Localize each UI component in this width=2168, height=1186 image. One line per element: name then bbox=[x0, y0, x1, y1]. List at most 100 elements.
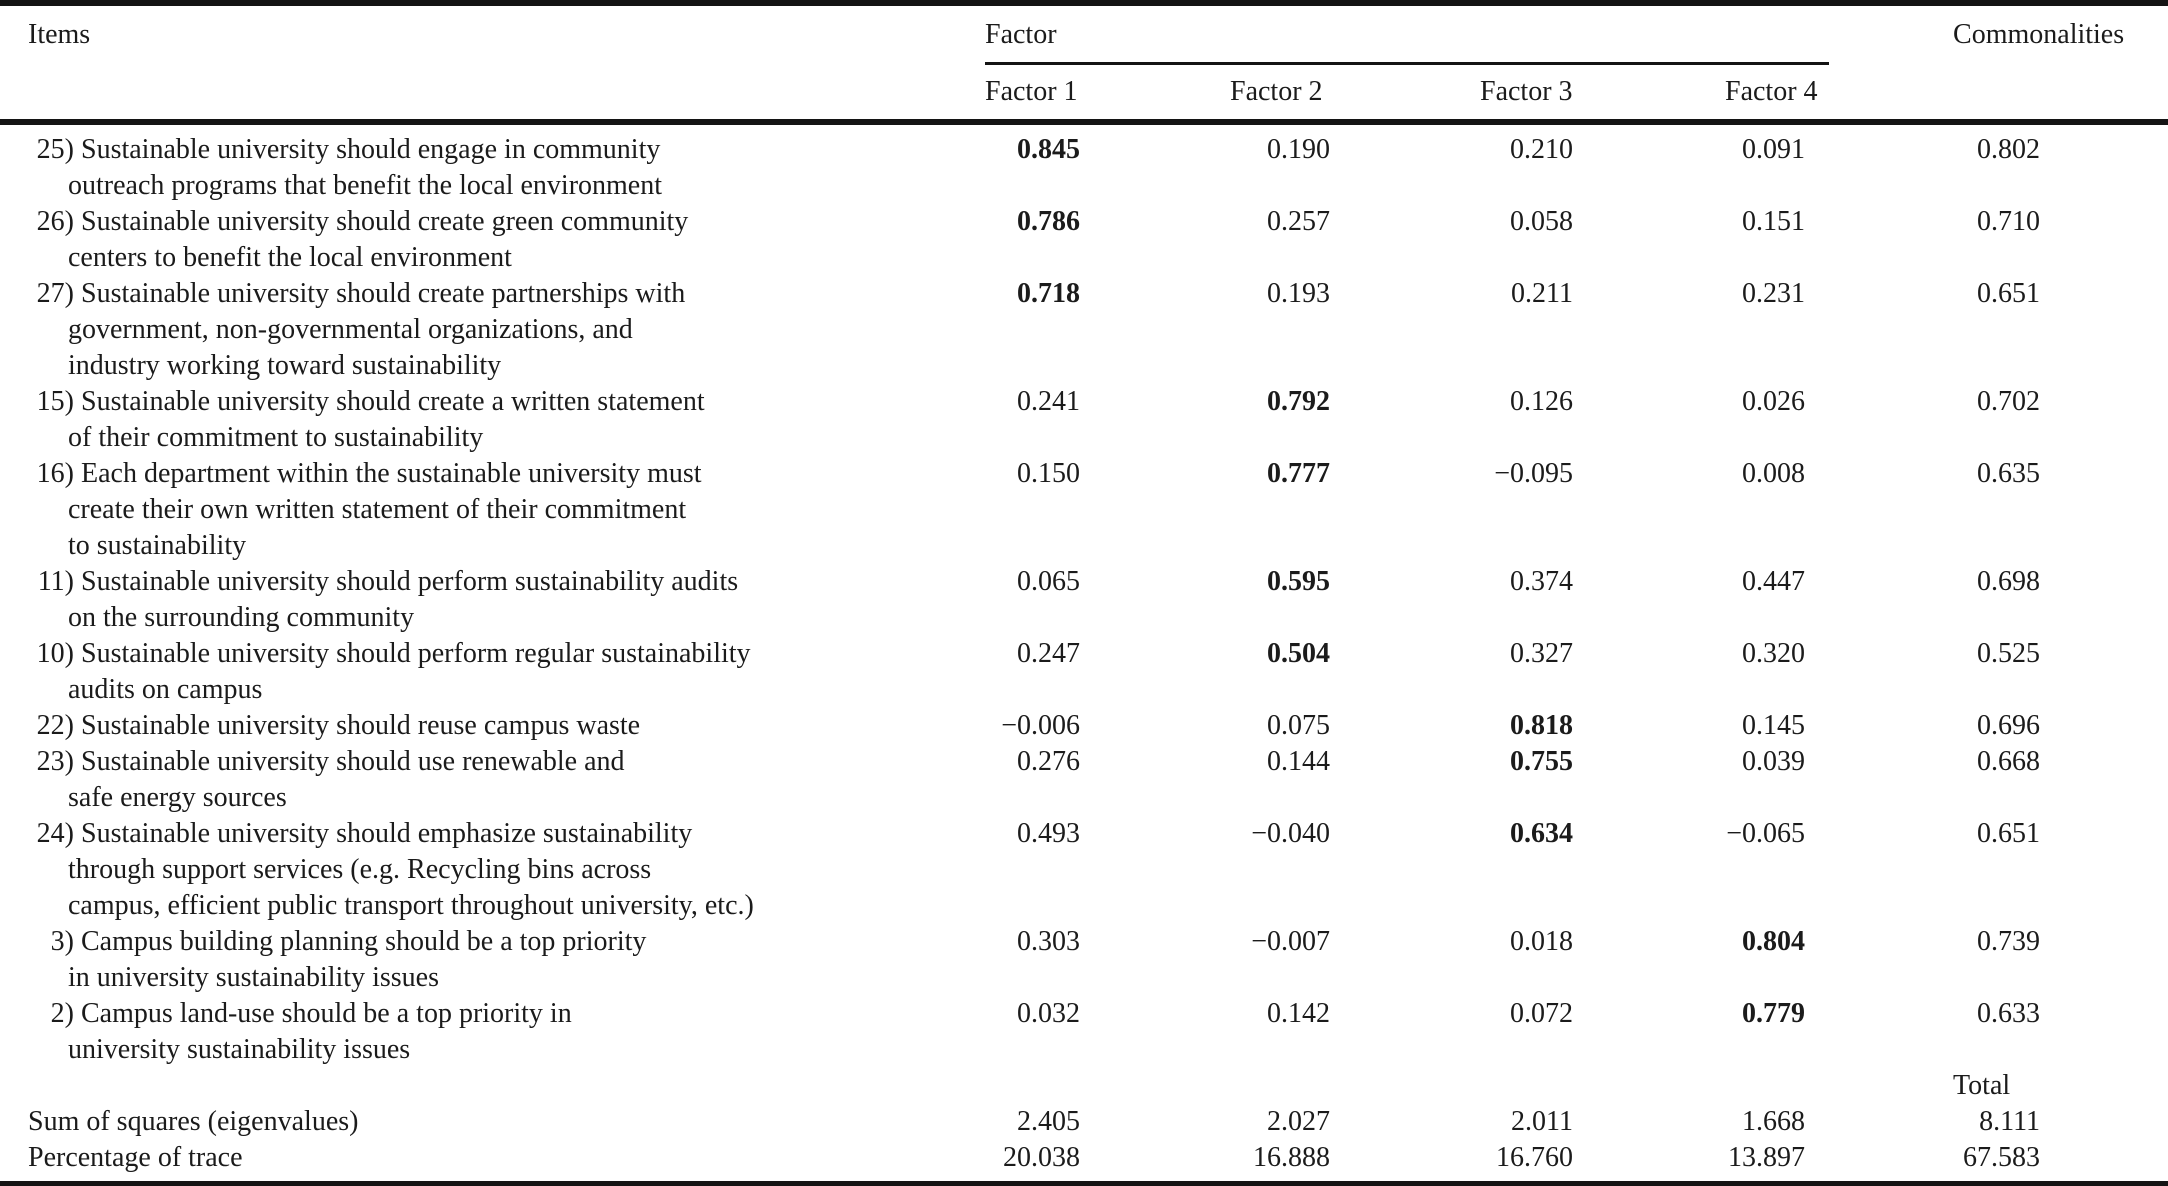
item-line: through support services (e.g. Recycling… bbox=[68, 854, 652, 885]
item-line: centers to benefit the local environment bbox=[68, 242, 512, 273]
cell-commonalities: 0.739 bbox=[1977, 926, 2041, 957]
empty-cell bbox=[1725, 1068, 1953, 1104]
cell-factor3: 0.755 bbox=[1510, 746, 1573, 777]
cell-factor1: 2.405 bbox=[1017, 1106, 1080, 1137]
items-column-header: Items bbox=[0, 3, 985, 125]
cell-commonalities: 0.651 bbox=[1977, 278, 2041, 309]
item-text: Campus land-use should be a top priority… bbox=[81, 998, 572, 1029]
cell-factor4: 0.231 bbox=[1742, 278, 1806, 309]
item-line: 27) Sustainable university should create … bbox=[28, 276, 985, 312]
cell-factor2: −0.007 bbox=[1251, 926, 1330, 957]
cell-factor1: 0.845 bbox=[1017, 134, 1080, 165]
table-row-item-2: 2) Campus land-use should be a top priori… bbox=[0, 996, 2168, 1068]
item-cell: 2) Campus land-use should be a top priori… bbox=[0, 996, 985, 1068]
total-label: Total bbox=[1953, 1070, 2011, 1101]
cell-factor2: 0.792 bbox=[1267, 386, 1330, 417]
cell-factor3: 0.058 bbox=[1510, 206, 1573, 237]
item-cell: 10) Sustainable university should perform… bbox=[0, 636, 985, 708]
table-row-item-25: 25) Sustainable university should engage … bbox=[0, 122, 2168, 204]
cell-factor2: 0.075 bbox=[1267, 710, 1330, 741]
cell-commonalities: 0.651 bbox=[1977, 818, 2041, 849]
cell-commonalities: 0.633 bbox=[1977, 998, 2041, 1029]
cell-factor1: 0.241 bbox=[1017, 386, 1080, 417]
cell-factor4: 0.008 bbox=[1742, 458, 1806, 489]
item-line: safe energy sources bbox=[68, 782, 287, 813]
cell-factor1: 0.247 bbox=[1017, 638, 1080, 669]
cell-commonalities: 0.710 bbox=[1977, 206, 2041, 237]
item-number: 24) bbox=[36, 818, 74, 849]
item-number: 16) bbox=[36, 458, 74, 489]
cell-factor4: 0.320 bbox=[1742, 638, 1806, 669]
cell-factor2: 0.193 bbox=[1267, 278, 1330, 309]
table-row-item-22: 22) Sustainable university should reuse c… bbox=[0, 708, 2168, 744]
item-text: Sustainable university should perform su… bbox=[81, 566, 739, 597]
empty-cell bbox=[985, 1068, 1230, 1104]
cell-factor3: 0.211 bbox=[1511, 278, 1573, 309]
cell-factor2: 0.777 bbox=[1267, 458, 1330, 489]
table-row-item-26: 26) Sustainable university should create … bbox=[0, 204, 2168, 276]
cell-commonalities: 0.698 bbox=[1977, 566, 2041, 597]
item-number: 10) bbox=[36, 638, 74, 669]
item-text: Sustainable university should perform re… bbox=[81, 638, 751, 669]
item-cell: 16) Each department within the sustainabl… bbox=[0, 456, 985, 564]
item-cell: 26) Sustainable university should create … bbox=[0, 204, 985, 276]
item-line: government, non-governmental organizatio… bbox=[68, 314, 633, 345]
empty-cell bbox=[1480, 1068, 1725, 1104]
cell-factor2: 0.257 bbox=[1267, 206, 1330, 237]
footer-label: Percentage of trace bbox=[28, 1142, 243, 1173]
factor4-column-header: Factor 4 bbox=[1725, 65, 1954, 125]
item-line: 26) Sustainable university should create … bbox=[28, 204, 985, 240]
item-line: 15) Sustainable university should create … bbox=[28, 384, 985, 420]
item-line: industry working toward sustainability bbox=[68, 350, 502, 381]
table-row-item-24: 24) Sustainable university should emphasi… bbox=[0, 816, 2168, 924]
item-number: 27) bbox=[36, 278, 74, 309]
table-row-total-label: Total bbox=[0, 1068, 2168, 1104]
table-row-item-27: 27) Sustainable university should create … bbox=[0, 276, 2168, 384]
cell-commonalities: 0.802 bbox=[1977, 134, 2041, 165]
cell-factor1: 0.276 bbox=[1017, 746, 1080, 777]
item-line: 25) Sustainable university should engage … bbox=[28, 132, 985, 168]
factor2-column-header: Factor 2 bbox=[1230, 65, 1480, 125]
cell-factor3: 16.760 bbox=[1496, 1142, 1573, 1173]
item-line: campus, efficient public transport throu… bbox=[68, 890, 754, 921]
cell-factor4: 1.668 bbox=[1742, 1106, 1806, 1137]
item-line: 10) Sustainable university should perform… bbox=[28, 636, 985, 672]
cell-factor4: 0.151 bbox=[1742, 206, 1806, 237]
item-text: Sustainable university should create a w… bbox=[81, 386, 705, 417]
cell-factor4: 13.897 bbox=[1728, 1142, 1806, 1173]
item-cell: 25) Sustainable university should engage … bbox=[0, 122, 985, 204]
cell-total: 67.583 bbox=[1963, 1142, 2041, 1173]
cell-factor2: 2.027 bbox=[1267, 1106, 1330, 1137]
cell-factor4: 0.804 bbox=[1742, 926, 1806, 957]
factor1-column-header: Factor 1 bbox=[985, 65, 1230, 125]
item-cell: 11) Sustainable university should perform… bbox=[0, 564, 985, 636]
cell-factor4: 0.447 bbox=[1742, 566, 1806, 597]
item-line: 11) Sustainable university should perform… bbox=[28, 564, 985, 600]
header-row-factors: Factor 1 Factor 2 Factor 3 Factor 4 bbox=[0, 65, 2168, 125]
empty-cell bbox=[1230, 1068, 1480, 1104]
table-row-item-11: 11) Sustainable university should perform… bbox=[0, 564, 2168, 636]
cell-factor3: 0.210 bbox=[1510, 134, 1573, 165]
item-text: Each department within the sustainable u… bbox=[81, 458, 702, 489]
cell-factor3: 0.126 bbox=[1510, 386, 1573, 417]
cell-factor2: 0.595 bbox=[1267, 566, 1330, 597]
cell-factor2: 0.142 bbox=[1267, 998, 1330, 1029]
item-line: of their commitment to sustainability bbox=[68, 422, 484, 453]
item-line: create their own written statement of th… bbox=[68, 494, 687, 525]
cell-factor1: −0.006 bbox=[1001, 710, 1080, 741]
cell-commonalities: 0.525 bbox=[1977, 638, 2041, 669]
footer-label: Sum of squares (eigenvalues) bbox=[28, 1106, 359, 1137]
item-number: 3) bbox=[50, 926, 74, 957]
item-text: Sustainable university should create par… bbox=[81, 278, 686, 309]
item-line: in university sustainability issues bbox=[68, 962, 439, 993]
table-row-percentage-of-trace: Percentage of trace 20.038 16.888 16.760… bbox=[0, 1140, 2168, 1184]
item-line: 24) Sustainable university should emphasi… bbox=[28, 816, 985, 852]
cell-factor2: 0.144 bbox=[1267, 746, 1330, 777]
item-number: 23) bbox=[36, 746, 74, 777]
cell-factor2: 16.888 bbox=[1253, 1142, 1330, 1173]
factor-group-rule: Factor bbox=[985, 17, 1830, 65]
cell-total: 8.111 bbox=[1979, 1106, 2041, 1137]
cell-factor2: 0.190 bbox=[1267, 134, 1330, 165]
